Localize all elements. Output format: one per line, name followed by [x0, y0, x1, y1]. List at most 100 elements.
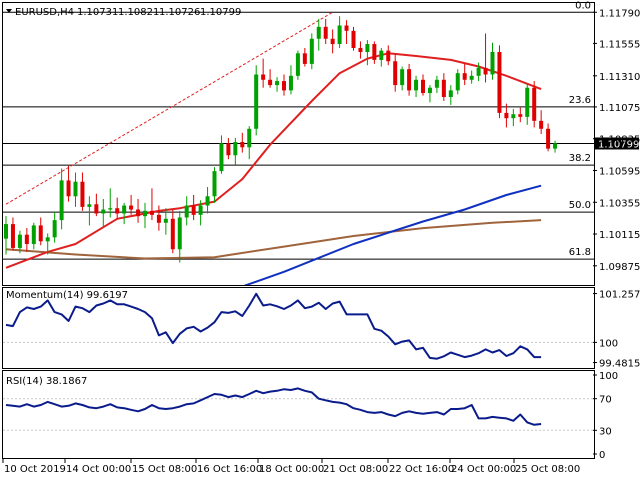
candles [4, 16, 558, 263]
candle [261, 58, 266, 88]
candle [546, 123, 551, 152]
candle-body [261, 74, 266, 80]
candle [129, 194, 134, 215]
candle-body [351, 30, 356, 49]
candle-body [4, 224, 8, 239]
candle-body [66, 180, 71, 197]
candle-body [143, 210, 147, 217]
candle [421, 74, 425, 96]
momentum-tick-label: 99.4815 [599, 359, 640, 370]
candle [247, 126, 252, 160]
candle-body [469, 75, 474, 80]
candle [469, 70, 474, 84]
candle-body [233, 142, 238, 156]
candle-body [462, 73, 467, 80]
fib-level-label: 0.0 [575, 0, 591, 11]
candle [490, 42, 495, 80]
candle-body [539, 120, 544, 129]
price-tick-label: 1.09875 [599, 262, 640, 273]
candle [219, 135, 224, 174]
candle [323, 18, 328, 45]
candle [330, 29, 335, 54]
current-price-label: 1.10799 [598, 139, 639, 150]
candle-body [400, 69, 405, 86]
candle [539, 110, 544, 135]
time-tick-label: 18 Oct 00:00 [259, 464, 324, 475]
time-tick-label: 15 Oct 08:00 [132, 464, 197, 475]
candle-body [226, 143, 231, 156]
candle-body [177, 217, 182, 250]
momentum-line [5, 292, 542, 360]
price-axis: 1.11790 1.11555 1.11310 1.11075 1.10835 1.105… [593, 8, 640, 273]
price-tick-label: 1.10595 [599, 166, 640, 177]
candle [476, 62, 481, 82]
candle [427, 85, 432, 103]
momentum-tick-label: 100 [599, 338, 618, 349]
momentum-title: Momentum(14) 99.6197 [6, 290, 128, 301]
candle-body [73, 181, 78, 197]
momentum-tick-label: 101.2574 [599, 290, 640, 301]
candle-body [163, 218, 168, 223]
candle [511, 108, 516, 127]
candle-body [323, 26, 328, 39]
high-value: 1.10821 [118, 7, 159, 18]
price-pane-frame [2, 2, 595, 286]
candle [108, 188, 113, 218]
candle-body [247, 128, 252, 148]
candle [212, 167, 217, 203]
rsi-tick-label: 30 [599, 426, 612, 437]
candle-body [295, 53, 300, 76]
dropdown-arrow-icon[interactable] [6, 9, 12, 13]
candle [10, 217, 15, 251]
candle-body [101, 209, 106, 214]
candle-body [24, 234, 29, 244]
candle-body [219, 143, 224, 172]
candle-body [497, 51, 502, 113]
time-tick-label: 16 Oct 16:00 [197, 464, 262, 475]
candle-body [10, 224, 15, 248]
candle-body [483, 67, 488, 75]
candle [372, 41, 377, 64]
candle-body [504, 112, 509, 119]
candle [483, 33, 488, 83]
candle [31, 222, 36, 250]
close-value: 1.10799 [200, 7, 241, 18]
candle-body [17, 234, 22, 248]
candle [400, 66, 405, 91]
candle-body [379, 50, 384, 60]
candle-body [31, 225, 36, 244]
candle-body [45, 237, 50, 242]
candle [414, 75, 419, 97]
candle [295, 50, 300, 80]
candle-body [525, 87, 530, 117]
fib-level-label: 61.8 [569, 247, 591, 258]
open-value: 1.10731 [77, 7, 118, 18]
candle [122, 202, 127, 225]
candle [198, 200, 203, 226]
candle-body [386, 50, 391, 62]
candle [240, 132, 245, 153]
candle [504, 103, 509, 128]
trend-line [5, 11, 333, 205]
candle-body [434, 79, 439, 88]
price-tick-label: 1.10835 [599, 135, 640, 146]
candle [59, 168, 64, 230]
momentum-plot [3, 292, 594, 360]
rsi-pane-frame [2, 370, 595, 459]
candle [38, 217, 43, 246]
candle [170, 209, 175, 254]
candle [73, 172, 78, 207]
candle-body [191, 205, 196, 215]
price-tick-label: 1.11075 [599, 103, 640, 114]
fib-level-label: 50.0 [569, 200, 591, 211]
candle-body [212, 171, 217, 197]
fib-level-label: 38.2 [569, 153, 591, 164]
candle-body [184, 205, 189, 218]
candle-body [455, 73, 460, 91]
candle [191, 194, 196, 221]
candle [337, 16, 342, 49]
candle [226, 138, 231, 160]
candle [407, 63, 412, 96]
rsi-tick-label: 0 [599, 450, 605, 461]
candle [434, 75, 439, 94]
